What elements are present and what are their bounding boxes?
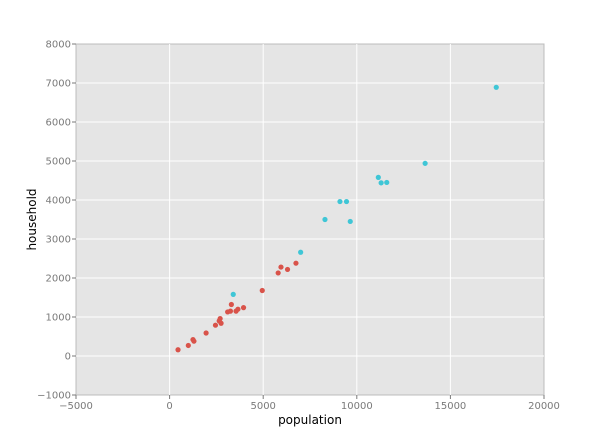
- y-tick-label: 2000: [46, 274, 71, 285]
- y-tick-label: 3000: [46, 235, 71, 246]
- data-point: [218, 320, 224, 326]
- gridlines: [76, 44, 544, 395]
- y-tick-label: 5000: [46, 157, 71, 168]
- data-point: [378, 180, 384, 186]
- y-axis-label: household: [25, 188, 39, 250]
- data-point: [191, 338, 197, 344]
- data-point: [293, 260, 299, 266]
- data-point: [203, 330, 209, 336]
- data-point: [275, 270, 281, 276]
- data-point: [230, 291, 236, 297]
- data-point: [228, 301, 234, 308]
- data-point: [347, 218, 353, 225]
- plot-area: [75, 43, 545, 396]
- data-point: [493, 84, 499, 90]
- data-point: [227, 308, 234, 314]
- x-axis-label: population: [278, 413, 342, 427]
- data-point: [259, 287, 265, 294]
- y-tick-label: −1000: [37, 391, 71, 402]
- x-tick-label: −5000: [59, 401, 93, 412]
- data-point: [298, 249, 304, 255]
- x-tick-label: 5000: [250, 401, 275, 412]
- data-point: [384, 179, 390, 186]
- data-point: [343, 198, 350, 205]
- data-point: [337, 198, 343, 205]
- data-point: [322, 216, 328, 223]
- y-tick-label: 7000: [46, 79, 71, 90]
- data-point: [185, 342, 191, 349]
- data-point: [375, 174, 381, 180]
- data-point: [175, 347, 181, 353]
- x-tick-label: 15000: [434, 401, 466, 412]
- axes: −5000 0 5000 10000 15000 20000 −1000 0 1000 2000 3…: [37, 40, 560, 413]
- data-point: [422, 160, 428, 166]
- x-tick-label: 0: [166, 401, 172, 412]
- data-point: [212, 322, 219, 328]
- data-points: [175, 84, 499, 353]
- data-point: [240, 305, 247, 311]
- data-point: [278, 264, 284, 270]
- y-tick-label: 4000: [46, 196, 71, 207]
- data-point: [235, 306, 241, 312]
- y-tick-label: 8000: [46, 40, 71, 51]
- data-point: [217, 315, 223, 322]
- y-tick-label: 6000: [46, 118, 71, 129]
- data-point: [284, 266, 291, 273]
- x-tick-label: 20000: [528, 401, 560, 412]
- y-tick-label: 0: [65, 352, 71, 363]
- y-tick-label: 1000: [46, 313, 71, 324]
- x-tick-label: 10000: [341, 401, 373, 412]
